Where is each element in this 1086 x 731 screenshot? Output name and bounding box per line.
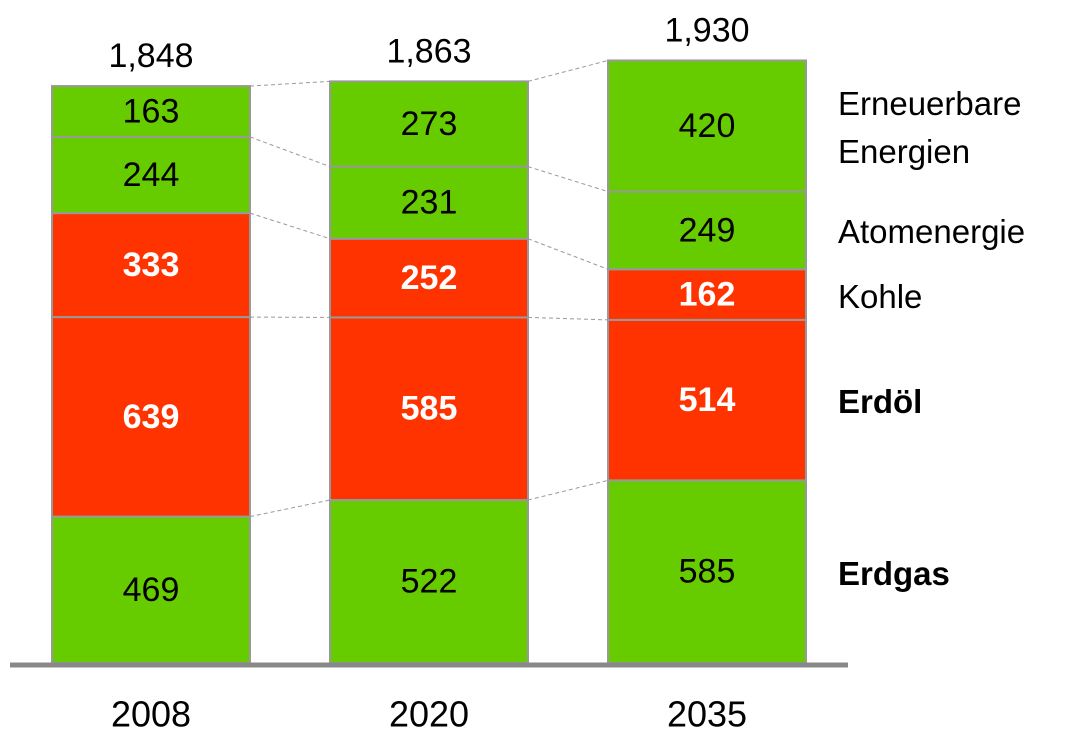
connector <box>527 238 609 270</box>
legend-label: Erneuerbare Energien <box>838 85 1022 171</box>
legend-label: Kohle <box>838 277 923 315</box>
connector <box>249 212 331 240</box>
total-label: 1,848 <box>108 37 193 75</box>
bar-segment <box>51 135 251 215</box>
segment-label: 252 <box>401 259 458 297</box>
bar-segment <box>51 212 251 319</box>
segment-label: 585 <box>679 553 736 591</box>
total-label: 1,930 <box>664 11 749 49</box>
connector <box>527 316 609 321</box>
legend-label: Erdöl <box>838 383 923 421</box>
connector <box>249 499 331 518</box>
x-tick-label: 2020 <box>389 694 469 731</box>
bar-segment <box>607 268 807 321</box>
bar-segment <box>51 85 251 138</box>
segment-label: 522 <box>401 563 458 601</box>
legend-label: Atomenergie <box>838 213 1026 251</box>
segment-label: 333 <box>123 246 180 284</box>
segment-label: 273 <box>401 105 458 143</box>
total-label: 1,863 <box>386 32 471 70</box>
bar-segment <box>607 318 807 482</box>
segment-label: 231 <box>401 184 458 222</box>
connector <box>249 80 331 87</box>
bar-segment <box>607 479 807 664</box>
segment-label: 639 <box>123 398 180 436</box>
x-tick-label: 2035 <box>667 694 747 731</box>
bar-segment <box>51 515 251 664</box>
connector <box>249 136 331 168</box>
bar-segment <box>329 237 529 319</box>
bar-segment <box>329 165 529 240</box>
bar-segment <box>607 190 807 271</box>
segment-label: 514 <box>679 381 736 419</box>
bar-segment <box>607 59 807 193</box>
bar-segment <box>329 316 529 502</box>
connector <box>527 479 609 501</box>
segment-label: 249 <box>679 211 736 249</box>
segment-label: 585 <box>401 390 458 428</box>
legend-label: Erdgas <box>838 554 950 592</box>
x-tick-label: 2008 <box>111 694 191 731</box>
segment-label: 244 <box>123 156 180 194</box>
segment-label: 162 <box>679 276 736 314</box>
segment-label: 469 <box>123 571 180 609</box>
bar-segment <box>329 80 529 168</box>
segment-label: 163 <box>123 92 180 130</box>
segment-label: 420 <box>679 107 736 145</box>
connector <box>527 166 609 193</box>
connector <box>527 59 609 82</box>
